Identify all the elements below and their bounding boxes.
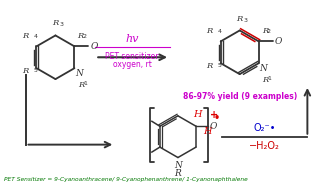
Text: R: R (22, 32, 29, 40)
Text: −H₂O₂: −H₂O₂ (249, 141, 280, 151)
Text: N: N (174, 160, 182, 170)
Text: R: R (237, 15, 243, 22)
Text: 5: 5 (33, 68, 37, 73)
Text: R: R (263, 76, 269, 84)
Text: •: • (214, 113, 220, 123)
Text: R: R (52, 19, 58, 27)
Text: O: O (275, 37, 282, 46)
Text: R: R (77, 32, 84, 40)
Text: R: R (262, 27, 268, 35)
Text: oxygen, rt: oxygen, rt (113, 60, 151, 69)
Text: 4: 4 (33, 34, 37, 40)
Text: N: N (260, 64, 267, 73)
Text: 2: 2 (83, 34, 86, 40)
Text: 5: 5 (218, 63, 222, 68)
Text: R: R (22, 67, 29, 75)
Text: O₂⁻•: O₂⁻• (254, 123, 276, 133)
Text: 3: 3 (244, 18, 248, 22)
Text: R: R (78, 81, 85, 89)
Text: N: N (75, 69, 83, 78)
Text: 86-97% yield (9 examples): 86-97% yield (9 examples) (183, 92, 297, 101)
Text: O: O (90, 42, 98, 51)
Text: R: R (206, 27, 213, 35)
Text: 1: 1 (84, 81, 87, 86)
Text: +: + (210, 110, 218, 120)
Text: 2: 2 (266, 29, 271, 34)
Text: R: R (175, 170, 181, 178)
Text: 1: 1 (267, 76, 271, 81)
Text: hv: hv (125, 34, 139, 44)
Text: PET Sensitizer = 9-Cyanoanthracene/ 9-Cyanophenanthrene/ 1-Cyanonaphthalene: PET Sensitizer = 9-Cyanoanthracene/ 9-Cy… (4, 177, 247, 182)
Text: H: H (203, 127, 212, 136)
Text: 3: 3 (59, 22, 63, 27)
Text: H: H (193, 110, 201, 119)
Text: 4: 4 (218, 29, 222, 34)
Text: PET sensitizer: PET sensitizer (105, 52, 159, 61)
Text: R: R (206, 62, 213, 70)
Text: O: O (210, 122, 217, 131)
